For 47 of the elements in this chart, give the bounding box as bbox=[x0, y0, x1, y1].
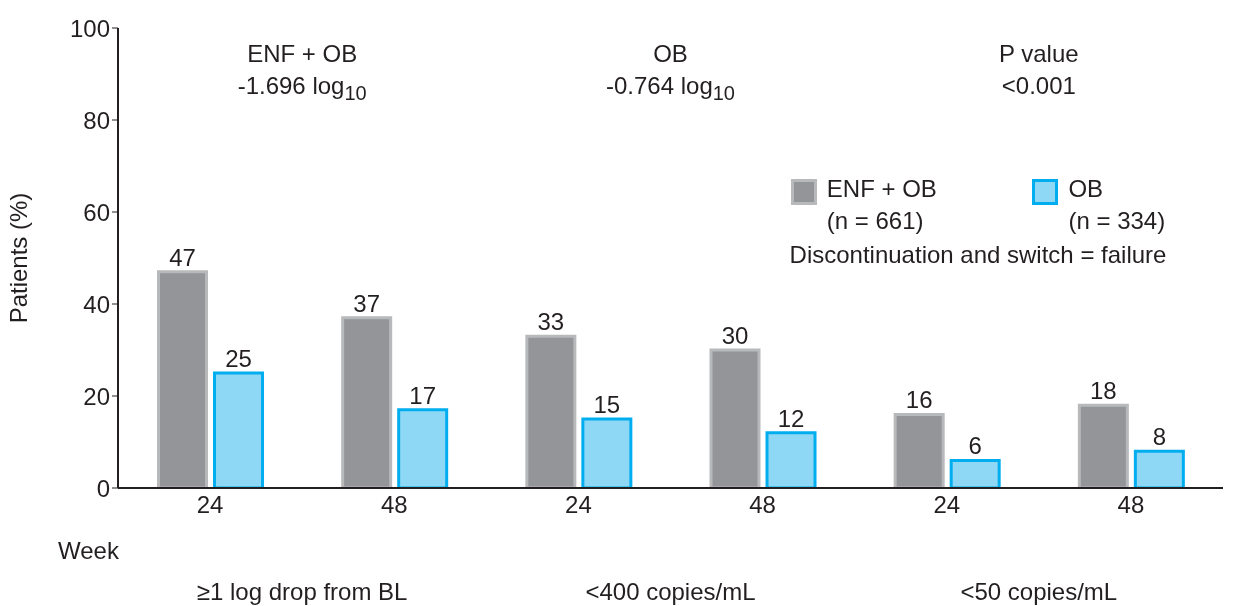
text: ≥1 log drop from BL bbox=[196, 577, 408, 606]
y-tick-label: 0 bbox=[96, 474, 110, 502]
data-label: 16 bbox=[905, 386, 933, 414]
y-axis-title: Patients (%) bbox=[4, 192, 32, 324]
data-label: 25 bbox=[225, 345, 252, 372]
data-label: 12 bbox=[777, 404, 805, 432]
data-label: 18 bbox=[1090, 377, 1117, 405]
data-label: 8 bbox=[1152, 423, 1167, 451]
bar bbox=[893, 412, 945, 488]
x-tick-label: 24 bbox=[933, 491, 961, 519]
annotation: Discontinuation and switch = failure bbox=[788, 241, 1168, 269]
bar bbox=[709, 348, 761, 488]
bar bbox=[213, 371, 265, 488]
x-tick-label: 48 bbox=[1117, 491, 1145, 519]
bar bbox=[525, 334, 577, 488]
text: <400 copies/mL bbox=[585, 577, 756, 606]
annotation: P value <0.001 bbox=[999, 39, 1079, 101]
bar bbox=[341, 316, 393, 488]
data-label: 17 bbox=[409, 381, 437, 409]
y-tick-label: 20 bbox=[83, 382, 110, 410]
x-tick-label: 24 bbox=[565, 491, 592, 519]
bar bbox=[949, 458, 1001, 488]
y-tick-label: 40 bbox=[83, 290, 110, 318]
bar bbox=[581, 417, 633, 488]
data-label: 47 bbox=[169, 243, 196, 271]
bar bbox=[1077, 403, 1129, 488]
bar bbox=[397, 408, 449, 488]
bar bbox=[1133, 449, 1185, 488]
text: <50 copies/mL bbox=[960, 577, 1118, 606]
y-tick-label: 80 bbox=[83, 106, 110, 134]
data-label: 37 bbox=[353, 289, 381, 317]
legend-label: ENF + OB (n = 661) bbox=[826, 174, 937, 236]
data-label: 6 bbox=[968, 432, 982, 460]
data-label: 30 bbox=[721, 322, 749, 349]
bar bbox=[765, 431, 817, 488]
y-tick-label: 100 bbox=[69, 14, 110, 42]
data-label: 33 bbox=[537, 308, 565, 336]
y-tick-label: 60 bbox=[83, 198, 110, 226]
data-label: 15 bbox=[593, 391, 621, 418]
legend-label: OB (n = 334) bbox=[1068, 174, 1166, 236]
x-tick-label: 48 bbox=[749, 491, 776, 519]
x-tick-label: 48 bbox=[380, 491, 408, 519]
x-axis-title: Week bbox=[58, 536, 119, 566]
bar bbox=[157, 270, 209, 488]
x-tick-label: 24 bbox=[196, 491, 224, 519]
annotation: ENF + OB -1.696 log$_{10}$ bbox=[237, 39, 367, 106]
annotation: OB -0.764 log$_{10}$ bbox=[606, 39, 735, 106]
